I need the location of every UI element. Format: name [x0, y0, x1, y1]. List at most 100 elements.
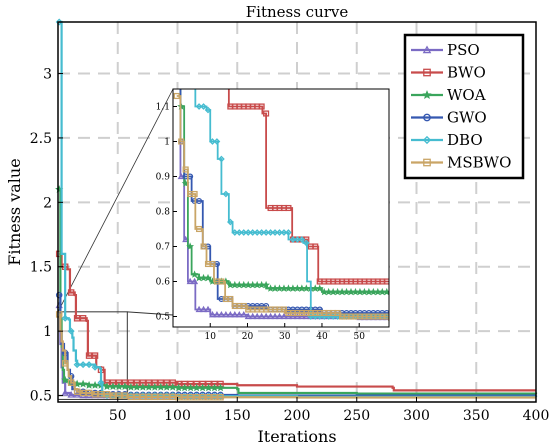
data-point	[334, 309, 341, 317]
y-tick-label: 0.5	[30, 389, 52, 405]
y-tick-label: 1.5	[30, 260, 52, 276]
inset-y-tick-label: 1	[164, 138, 170, 148]
data-point	[211, 392, 219, 400]
data-point	[103, 391, 111, 398]
data-point	[312, 243, 319, 250]
data-point	[200, 103, 207, 110]
data-point	[55, 311, 63, 318]
data-point	[209, 138, 216, 145]
data-point	[204, 106, 212, 114]
data-point	[289, 312, 297, 320]
data-point	[217, 393, 224, 401]
x-tick-label: 400	[523, 408, 550, 424]
inset-y-tick-label: 0.6	[156, 278, 171, 288]
legend-label: GWO	[447, 109, 487, 127]
legend-label: DBO	[447, 131, 483, 149]
data-point	[422, 135, 432, 145]
data-point	[226, 311, 234, 318]
data-point	[145, 393, 153, 401]
inset-y-tick-label: 0.7	[156, 243, 171, 253]
y-tick-label: 3	[43, 67, 52, 83]
data-point	[133, 393, 141, 401]
data-point	[204, 383, 213, 392]
data-point	[187, 392, 195, 400]
data-point	[204, 273, 212, 282]
data-point	[231, 229, 239, 236]
x-axis-label: Iterations	[257, 427, 336, 446]
data-point	[240, 302, 247, 310]
data-point	[205, 392, 213, 400]
data-point	[383, 309, 389, 317]
x-tick-label: 300	[403, 408, 430, 424]
inset-y-tick-label: 1.1	[156, 103, 170, 113]
data-point	[315, 284, 324, 292]
data-point	[262, 229, 270, 236]
data-point	[73, 361, 81, 369]
data-point	[211, 393, 218, 401]
data-point	[91, 363, 99, 371]
data-point	[235, 229, 243, 236]
inset-x-tick-label: 20	[242, 332, 254, 342]
x-tick-label: 50	[109, 408, 127, 424]
data-point	[90, 380, 100, 389]
inset-x-tick-label: 40	[316, 332, 328, 342]
data-point	[97, 391, 105, 398]
data-point	[258, 103, 265, 110]
data-point	[316, 306, 323, 313]
data-point	[139, 393, 147, 401]
legend-entry-woa: WOA	[411, 86, 486, 104]
data-point	[181, 392, 189, 400]
data-point	[186, 277, 194, 285]
data-point	[217, 311, 225, 318]
x-tick-label: 250	[343, 408, 370, 424]
data-point	[293, 312, 301, 320]
data-point	[186, 383, 195, 392]
data-point	[284, 312, 292, 320]
data-point	[200, 305, 208, 313]
series-bwo	[55, 250, 536, 392]
inset-series-line	[176, 95, 389, 321]
legend-label: MSBWO	[447, 154, 511, 172]
data-point	[422, 45, 432, 54]
data-point	[196, 225, 203, 233]
data-point	[91, 352, 99, 359]
inset-frame	[172, 88, 390, 328]
data-point	[67, 390, 75, 398]
data-point	[182, 235, 190, 243]
y-tick-label: 2.5	[30, 131, 52, 147]
data-point	[84, 380, 94, 389]
data-point	[193, 392, 201, 400]
data-point	[262, 312, 270, 320]
chart-title: Fitness curve	[246, 3, 349, 21]
data-point	[222, 311, 230, 318]
data-point	[79, 315, 87, 322]
inset-y-tick-label: 0.5	[156, 313, 171, 323]
data-point	[199, 393, 206, 401]
data-point	[258, 312, 266, 320]
legend-entry-bwo: BWO	[411, 64, 486, 82]
data-point	[267, 312, 275, 320]
data-point	[200, 243, 207, 250]
data-point	[205, 393, 212, 401]
data-point	[263, 302, 270, 310]
data-point	[422, 90, 432, 99]
data-point	[182, 166, 189, 173]
data-point	[114, 382, 124, 391]
x-tick-label: 100	[164, 408, 191, 424]
data-point	[289, 236, 297, 243]
data-point	[204, 305, 212, 313]
data-point	[298, 312, 306, 320]
data-point	[271, 312, 279, 320]
data-point	[383, 278, 389, 285]
data-point	[85, 389, 93, 397]
data-point	[218, 278, 225, 285]
data-point	[253, 229, 261, 236]
data-point	[294, 236, 301, 243]
data-point	[180, 383, 189, 392]
data-point	[156, 382, 165, 391]
data-point	[132, 382, 141, 391]
data-point	[240, 311, 248, 318]
data-point	[186, 242, 195, 250]
